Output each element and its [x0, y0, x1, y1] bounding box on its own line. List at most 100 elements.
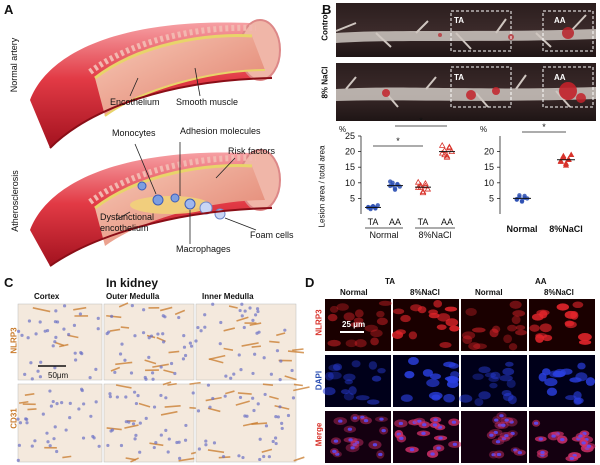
nucleus-dot — [48, 444, 52, 448]
data-point — [446, 144, 453, 151]
nucleus-dot — [52, 437, 56, 441]
nucleus-dot — [248, 306, 252, 310]
data-point — [422, 182, 429, 189]
nucleus-dot — [203, 313, 207, 317]
nucleus-dot — [43, 329, 47, 333]
cell — [428, 309, 439, 315]
cell — [327, 371, 342, 380]
panel-label-a: A — [4, 2, 14, 17]
nucleus-dot — [16, 329, 21, 333]
nucleus-dot — [152, 405, 157, 409]
nucleus — [504, 418, 509, 422]
nucleus-dot — [208, 405, 212, 409]
d-col-nacl-aa: 8%NaCl — [544, 288, 574, 297]
nucleus-dot — [191, 391, 195, 395]
data-point — [414, 178, 422, 185]
nucleus-dot — [18, 421, 23, 425]
stain-streak — [292, 348, 304, 352]
cell — [575, 372, 588, 382]
nucleus-dot — [275, 349, 280, 353]
nucleus-dot — [212, 441, 217, 445]
nucleus-dot — [159, 433, 163, 437]
cell — [577, 362, 586, 370]
x-category-label: Normal — [506, 224, 537, 234]
cell — [332, 363, 343, 371]
fluorescence-micrographs — [322, 299, 596, 463]
nucleus-dot — [167, 437, 171, 441]
cell — [351, 360, 361, 368]
nucleus-dot — [149, 334, 154, 338]
cell — [515, 324, 526, 331]
nucleus-dot — [133, 437, 137, 441]
cell — [509, 300, 522, 309]
nucleus — [451, 420, 457, 424]
nucleus-dot — [163, 315, 167, 319]
nucleus-dot — [45, 431, 49, 435]
stain-streak — [251, 422, 268, 426]
cell — [328, 364, 341, 372]
cell — [343, 312, 355, 321]
data-point — [419, 189, 427, 196]
nucleus-dot — [177, 440, 181, 444]
nucleus-dot — [113, 370, 117, 374]
cell — [377, 367, 386, 374]
data-point — [517, 193, 522, 198]
macrophages-label: Macrophages — [176, 244, 231, 254]
kidney-micrograph-tile — [16, 383, 103, 463]
stain-streak — [209, 358, 224, 364]
cortex-column-label: Cortex — [34, 292, 60, 301]
nucleus-dot — [67, 332, 71, 337]
stain-streak — [208, 354, 226, 361]
cell — [565, 395, 577, 401]
data-point — [392, 187, 398, 192]
cell — [484, 372, 497, 378]
cell — [329, 305, 339, 313]
x-category-label: TA — [418, 217, 429, 227]
nucleus-dot — [211, 302, 215, 306]
nucleus — [540, 450, 545, 455]
nucleus-dot — [159, 393, 163, 398]
stain-streak — [235, 400, 250, 406]
cell — [449, 325, 460, 332]
nucleus — [338, 419, 343, 423]
fluorescence-scalebar-label: 25 μm — [342, 320, 366, 329]
nucleus — [499, 414, 504, 418]
x-category-label: AA — [441, 217, 453, 227]
nucleus-dot — [62, 327, 66, 331]
cell — [443, 393, 455, 403]
nucleus-dot — [274, 415, 278, 419]
cell — [505, 361, 514, 367]
nucleus-dot — [118, 352, 123, 356]
stain-streak — [115, 384, 132, 389]
nucleus-dot — [156, 332, 160, 336]
cell — [472, 327, 486, 333]
foam-cells-label: Foam cells — [250, 230, 294, 240]
nucleus-dot — [33, 439, 37, 443]
stain-streak — [242, 421, 259, 427]
nucleus-dot — [221, 454, 226, 459]
cell — [578, 333, 592, 341]
cell — [448, 362, 459, 369]
nucleus-dot — [96, 316, 100, 320]
cell — [436, 324, 447, 330]
cell — [366, 399, 380, 405]
nucleus-dot — [55, 320, 60, 324]
nucleus-dot — [53, 366, 57, 370]
nucleus-dot — [251, 318, 255, 322]
nucleus-dot — [51, 344, 55, 348]
significance-label: * — [419, 116, 423, 126]
nucleus-dot — [183, 438, 188, 442]
nucleus-dot — [182, 333, 186, 338]
stain-streak — [54, 341, 65, 347]
cell — [511, 315, 521, 325]
stain-streak — [223, 347, 234, 351]
cell — [560, 368, 573, 375]
cell — [531, 313, 544, 321]
inner-medulla-column-label: Inner Medulla — [202, 292, 254, 301]
nucleus-dot — [161, 332, 165, 336]
data-point — [422, 180, 429, 186]
dapi-tile — [393, 355, 460, 407]
nucleus-dot — [196, 409, 201, 413]
cell — [340, 389, 350, 395]
nucleus-dot — [134, 401, 139, 406]
